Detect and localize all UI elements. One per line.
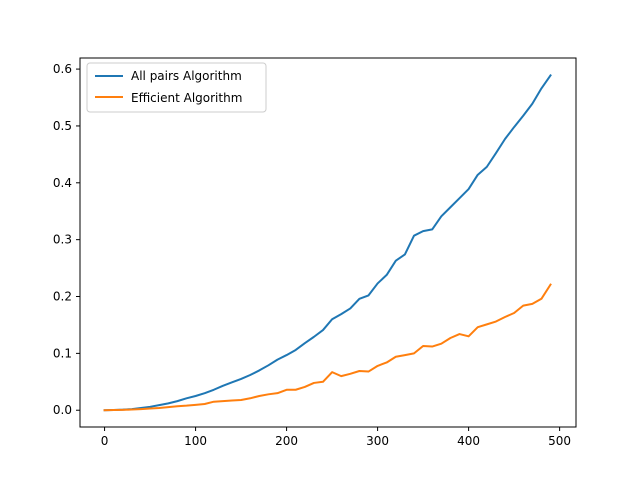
y-axis: 0.0 0.1 0.2 0.3 0.4 0.5 0.6: [53, 62, 80, 417]
y-tick-label: 0.0: [53, 403, 72, 417]
x-tick-label: 300: [366, 434, 389, 448]
series-line-0: [103, 73, 552, 412]
plot-frame: [79, 57, 577, 428]
series-line-1: [103, 283, 552, 412]
y-tick-label: 0.4: [53, 176, 72, 190]
legend-label-efficient: Efficient Algorithm: [131, 91, 242, 105]
x-tick-label: 100: [184, 434, 207, 448]
x-tick-label: 400: [457, 434, 480, 448]
legend-frame: [86, 62, 267, 113]
y-tick-label: 0.5: [53, 119, 72, 133]
x-tick-label: 0: [101, 434, 109, 448]
x-tick-label: 500: [548, 434, 571, 448]
y-tick-label: 0.2: [53, 290, 72, 304]
legend-label-all-pairs: All pairs Algorithm: [131, 69, 242, 83]
series-layer: [103, 73, 552, 412]
y-tick-label: 0.6: [53, 62, 72, 76]
x-tick-label: 200: [275, 434, 298, 448]
x-axis: 0 100 200 300 400 500: [101, 427, 571, 448]
legend: All pairs Algorithm Efficient Algorithm: [86, 62, 267, 113]
y-tick-label: 0.1: [53, 346, 72, 360]
y-tick-label: 0.3: [53, 233, 72, 247]
